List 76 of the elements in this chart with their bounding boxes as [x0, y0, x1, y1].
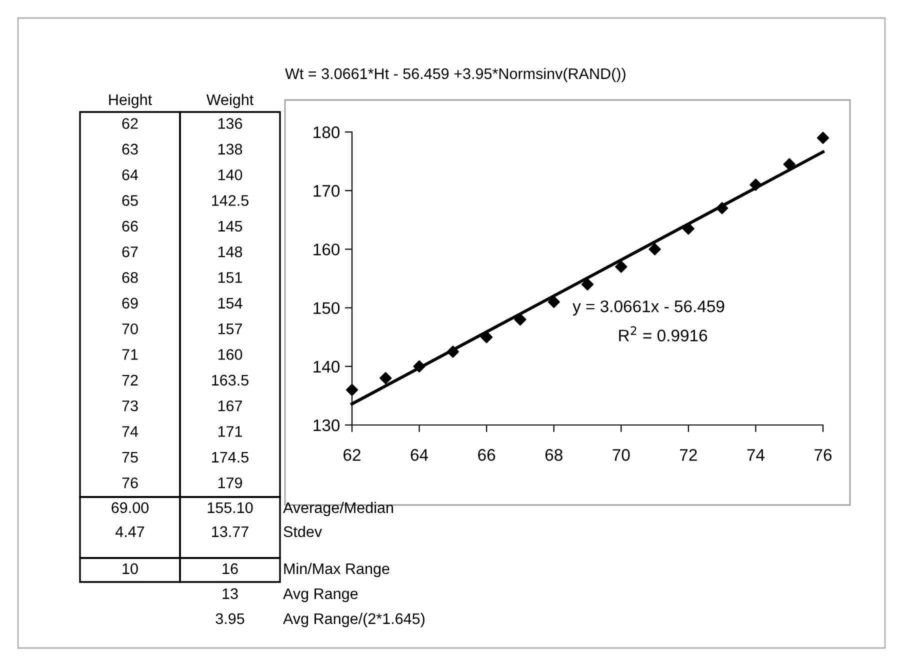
y-tick-label: 150 — [314, 302, 340, 314]
point — [716, 202, 728, 214]
annotation: y = 3.0661x - 56.459 — [572, 300, 724, 316]
x-tick-label: 70 — [612, 449, 630, 461]
point — [380, 372, 392, 384]
text: Average/Median — [283, 502, 393, 516]
text: Avg Range — [283, 588, 358, 602]
text: Stdev — [284, 526, 322, 538]
point — [548, 296, 560, 308]
text: 69 — [122, 298, 138, 309]
text: 151 — [218, 272, 242, 283]
text: 10 — [122, 563, 138, 574]
text: 171 — [218, 426, 242, 437]
text: 140 — [218, 169, 242, 180]
text: 64 — [122, 169, 138, 180]
text: 65 — [122, 195, 138, 206]
text: 69.00 — [112, 502, 149, 514]
x-tick-label: 62 — [344, 449, 360, 461]
text: Height — [109, 94, 152, 108]
point — [615, 260, 628, 273]
text: Weight — [206, 94, 254, 108]
text: 67 — [122, 246, 138, 258]
x-tick-label: 74 — [747, 449, 764, 461]
point — [480, 331, 493, 344]
text: 157 — [218, 324, 242, 334]
text: 68 — [122, 272, 138, 283]
point — [514, 313, 526, 326]
y-tick-label: 180 — [314, 126, 340, 138]
text: 163.5 — [212, 374, 248, 386]
text: 63 — [122, 144, 138, 155]
y-tick-label: 160 — [314, 244, 340, 256]
y-tick-label: 130 — [314, 419, 340, 432]
text: 138 — [218, 144, 242, 155]
point — [413, 360, 426, 372]
annotation: R$^{2}$ = 0.9916 — [619, 326, 708, 342]
text: 142.5 — [212, 195, 248, 206]
text: 167 — [218, 400, 242, 412]
text: 160 — [218, 349, 242, 360]
text: 72 — [122, 374, 138, 386]
point — [783, 158, 796, 170]
point — [446, 346, 460, 358]
text: 13.77 — [212, 526, 248, 538]
x-tick-label: 64 — [410, 449, 428, 461]
y-tick-label: 170 — [314, 185, 340, 197]
text: Min/Max Range — [284, 562, 390, 578]
text: 155.10 — [208, 502, 253, 514]
text: 136 — [218, 118, 242, 129]
text: 145 — [218, 220, 242, 232]
text: 70 — [122, 323, 138, 334]
text: 76 — [122, 477, 138, 488]
point — [816, 132, 830, 144]
text: 154 — [218, 298, 242, 309]
text: 4.47 — [115, 526, 144, 537]
point — [750, 178, 762, 191]
text: 66 — [122, 220, 138, 232]
x-tick-label: 68 — [545, 449, 562, 461]
text: 71 — [122, 349, 138, 360]
text: 74 — [122, 426, 138, 437]
text: Wt = 3.0661*Ht - 56.459 +3.95*Normsinv(RAND()) — [285, 68, 626, 82]
x-tick-label: 72 — [680, 449, 697, 461]
text: 16 — [222, 563, 238, 574]
text: 75 — [122, 452, 138, 463]
y-tick-label: 140 — [314, 360, 340, 373]
text: 62 — [122, 118, 138, 129]
text: 148 — [218, 246, 242, 258]
point — [648, 243, 661, 256]
text: 3.95 — [216, 613, 244, 624]
text: 13 — [222, 588, 238, 600]
text: 179 — [218, 477, 242, 488]
point — [581, 278, 594, 290]
text: 73 — [122, 400, 138, 412]
x-tick-label: 66 — [478, 449, 496, 461]
text: Avg Range/(2*1.645) — [283, 612, 424, 628]
text: 174.5 — [212, 452, 248, 463]
point — [346, 384, 358, 396]
x-tick-label: 76 — [814, 449, 832, 461]
